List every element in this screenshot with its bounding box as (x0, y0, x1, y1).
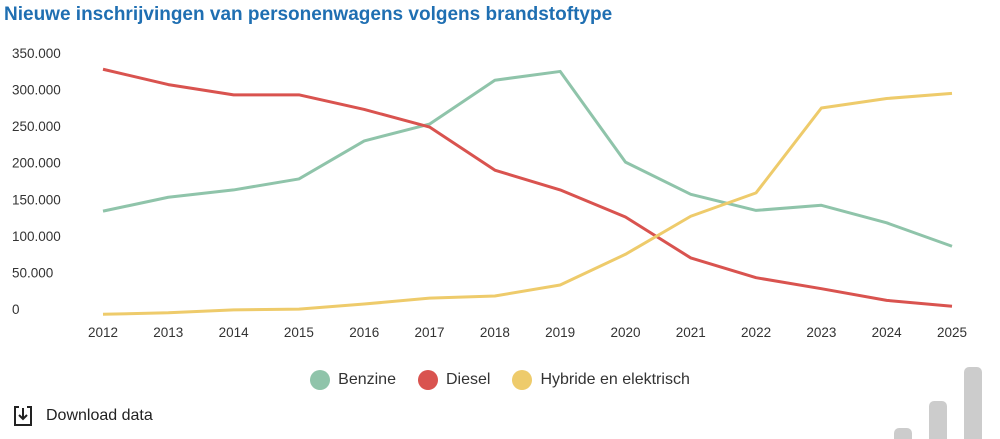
data-point[interactable] (293, 89, 305, 101)
series-line-hybride-en-elektrisch (102, 91, 953, 316)
legend-label: Diesel (445, 371, 491, 388)
download-data-button[interactable]: Download data (12, 405, 153, 427)
download-icon (14, 406, 32, 426)
data-point[interactable] (750, 187, 762, 199)
y-tick-label: 350.000 (12, 46, 61, 61)
legend: Benzine Diesel Hybride en elektrisch (0, 370, 1000, 390)
data-point[interactable] (424, 121, 436, 133)
x-tick-label: 2021 (676, 325, 706, 340)
chart-title: Nieuwe inschrijvingen van personenwagens… (4, 4, 613, 25)
data-point[interactable] (424, 292, 436, 304)
x-tick-label: 2025 (937, 325, 967, 340)
download-label: Download data (46, 407, 153, 424)
data-point[interactable] (619, 156, 631, 168)
x-tick-label: 2019 (545, 325, 575, 340)
data-point[interactable] (97, 308, 109, 320)
data-point[interactable] (293, 173, 305, 185)
data-point[interactable] (946, 240, 958, 252)
x-tick-label: 2020 (610, 325, 640, 340)
data-point[interactable] (97, 63, 109, 75)
legend-dot-icon (417, 370, 438, 390)
legend-label: Hybride en elektrisch (540, 371, 690, 388)
data-point[interactable] (815, 283, 827, 295)
data-point[interactable] (489, 74, 501, 86)
data-point[interactable] (685, 188, 697, 200)
data-point[interactable] (97, 205, 109, 217)
data-point[interactable] (619, 211, 631, 223)
data-point[interactable] (815, 199, 827, 211)
y-tick-label: 300.000 (12, 83, 61, 98)
y-tick-label: 200.000 (12, 156, 61, 171)
data-point[interactable] (489, 164, 501, 176)
y-tick-label: 50.000 (12, 265, 53, 280)
data-point[interactable] (162, 191, 174, 203)
x-tick-label: 2016 (349, 325, 379, 340)
data-point[interactable] (554, 279, 566, 291)
data-point[interactable] (228, 304, 240, 316)
y-tick-label: 100.000 (12, 229, 61, 244)
data-point[interactable] (293, 303, 305, 315)
data-point[interactable] (358, 103, 370, 115)
legend-label: Benzine (338, 371, 396, 388)
legend-item[interactable]: Hybride en elektrisch (512, 370, 690, 390)
legend-dot-icon (310, 370, 331, 390)
x-tick-label: 2013 (153, 325, 183, 340)
data-point[interactable] (358, 298, 370, 310)
data-point[interactable] (750, 272, 762, 284)
data-point[interactable] (489, 290, 501, 302)
data-point[interactable] (554, 184, 566, 196)
y-tick-label: 0 (12, 302, 20, 317)
line-chart: 0 50.000 100.000 150.000 200.000 250.000 300.0… (12, 46, 967, 340)
x-tick-label: 2023 (806, 325, 836, 340)
x-tick-label: 2018 (480, 325, 510, 340)
series-line-benzine (102, 69, 953, 248)
data-point[interactable] (162, 307, 174, 319)
data-point[interactable] (881, 92, 893, 104)
data-point[interactable] (162, 79, 174, 91)
x-tick-label: 2012 (88, 325, 118, 340)
data-point[interactable] (815, 102, 827, 114)
y-tick-label: 150.000 (12, 192, 61, 207)
legend-dot-icon (512, 370, 533, 390)
series-line-diesel (102, 67, 953, 308)
data-point[interactable] (619, 248, 631, 260)
legend-item[interactable]: Benzine (310, 370, 396, 390)
chart-logo-icon (894, 367, 982, 439)
data-point[interactable] (228, 184, 240, 196)
data-point[interactable] (554, 65, 566, 77)
x-tick-label: 2017 (415, 325, 445, 340)
data-point[interactable] (881, 217, 893, 229)
data-point[interactable] (685, 210, 697, 222)
data-point[interactable] (881, 294, 893, 306)
data-point[interactable] (946, 300, 958, 312)
data-point[interactable] (750, 204, 762, 216)
x-tick-label: 2015 (284, 325, 314, 340)
data-point[interactable] (228, 89, 240, 101)
y-tick-label: 250.000 (12, 119, 61, 134)
x-tick-label: 2024 (872, 325, 903, 340)
x-tick-label: 2022 (741, 325, 771, 340)
data-point[interactable] (358, 135, 370, 147)
legend-item[interactable]: Diesel (417, 370, 491, 390)
x-tick-label: 2014 (219, 325, 250, 340)
data-point[interactable] (685, 252, 697, 264)
data-point[interactable] (946, 87, 958, 99)
